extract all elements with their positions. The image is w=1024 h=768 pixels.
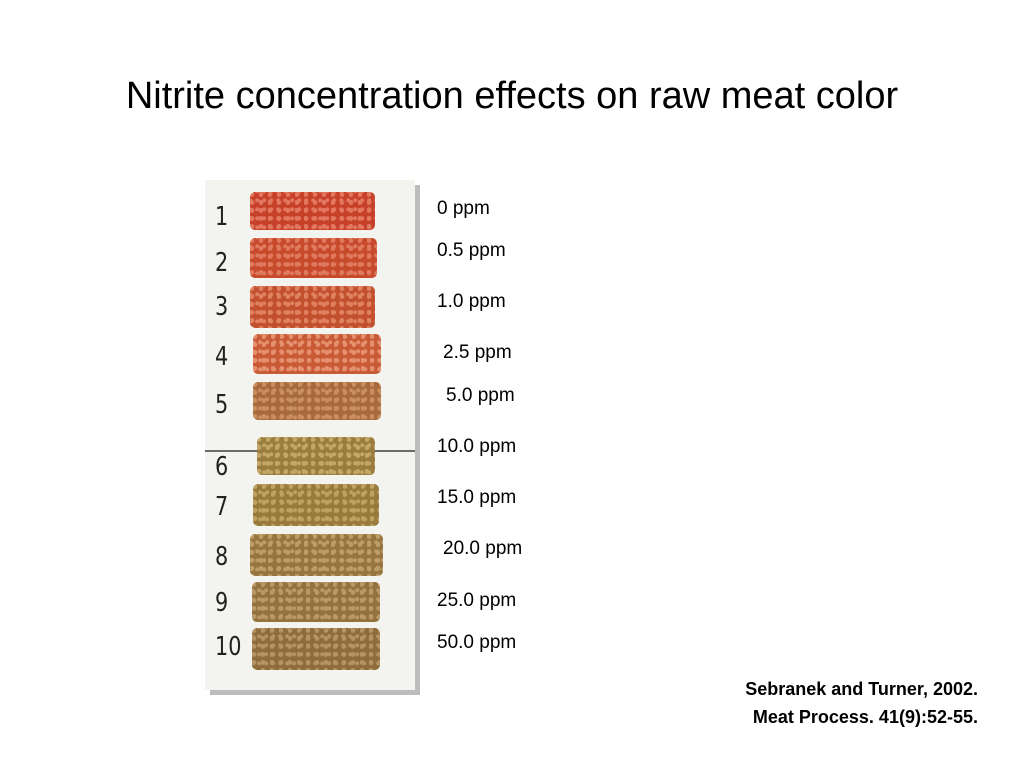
meat-samples-photo: 1 2 3 4 5 6 7 8 9 10 bbox=[205, 180, 415, 690]
sample-number-3: 3 bbox=[215, 292, 229, 322]
slide-title: Nitrite concentration effects on raw mea… bbox=[125, 75, 899, 117]
citation: Sebranek and Turner, 2002. Meat Process.… bbox=[745, 675, 978, 731]
concentration-label-4: 2.5 ppm bbox=[443, 342, 512, 363]
concentration-label-8: 20.0 ppm bbox=[443, 538, 523, 559]
concentration-label-2: 0.5 ppm bbox=[437, 240, 506, 261]
meat-patty-3 bbox=[250, 286, 375, 328]
sample-number-1: 1 bbox=[215, 202, 229, 232]
meat-patty-10 bbox=[252, 628, 380, 670]
sample-number-4: 4 bbox=[215, 342, 229, 372]
meat-patty-4 bbox=[253, 334, 381, 374]
concentration-label-7: 15.0 ppm bbox=[437, 487, 517, 508]
sample-number-5: 5 bbox=[215, 390, 229, 420]
concentration-label-3: 1.0 ppm bbox=[437, 291, 506, 312]
sample-number-10: 10 bbox=[215, 632, 242, 662]
concentration-label-5: 5.0 ppm bbox=[446, 385, 515, 406]
concentration-label-1: 0 ppm bbox=[437, 198, 490, 219]
sample-number-7: 7 bbox=[215, 492, 229, 522]
sample-number-6: 6 bbox=[215, 452, 229, 482]
meat-patty-9 bbox=[252, 582, 380, 622]
concentration-label-6: 10.0 ppm bbox=[437, 436, 517, 457]
meat-patty-8 bbox=[250, 534, 383, 576]
meat-patty-2 bbox=[250, 238, 377, 278]
meat-patty-1 bbox=[250, 192, 375, 230]
sample-number-8: 8 bbox=[215, 542, 229, 572]
sample-number-9: 9 bbox=[215, 588, 229, 618]
meat-patty-6 bbox=[257, 437, 375, 475]
concentration-label-9: 25.0 ppm bbox=[437, 590, 517, 611]
meat-patty-5 bbox=[253, 382, 381, 420]
meat-patty-7 bbox=[253, 484, 379, 526]
citation-line-2: Meat Process. 41(9):52-55. bbox=[752, 707, 978, 727]
citation-line-1: Sebranek and Turner, 2002. bbox=[745, 679, 978, 699]
sample-number-2: 2 bbox=[215, 248, 229, 278]
concentration-label-10: 50.0 ppm bbox=[437, 632, 517, 653]
